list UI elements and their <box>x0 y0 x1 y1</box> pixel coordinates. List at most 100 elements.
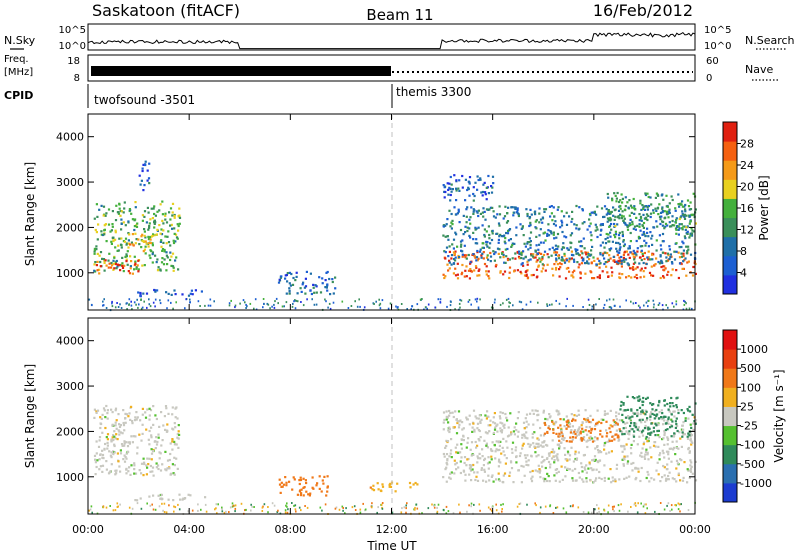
scatter-cell-7 <box>660 248 663 251</box>
scatter-cell-4 <box>523 474 526 477</box>
scatter-cell-2 <box>318 487 321 490</box>
x-ticks: 00:00 04:00 08:00 12:00 16:00 20:00 00:00 <box>72 114 711 536</box>
scatter-cell-1 <box>125 260 128 263</box>
scatter-cell-4 <box>557 410 560 413</box>
scatter-cell-6 <box>558 262 562 265</box>
scatter-cell-2 <box>296 493 299 496</box>
scatter-cell-2 <box>280 485 283 488</box>
scatter-cell-9 <box>450 183 453 186</box>
scatter-cell-4 <box>577 451 580 454</box>
scatter-cell-7 <box>461 250 464 253</box>
scatter-cell-0 <box>130 464 133 467</box>
scatter-cell-7 <box>529 240 532 243</box>
scatter-cell-7 <box>469 222 472 225</box>
scatter-cell-7 <box>604 238 607 241</box>
scatter-cell-8 <box>674 221 677 224</box>
scatter-cell-2 <box>303 486 306 489</box>
scatter-noise-cell <box>671 302 674 305</box>
scatter-noise-cell <box>487 506 490 509</box>
scatter-cell-6 <box>644 266 647 270</box>
scatter-cell-4 <box>666 468 669 471</box>
scatter-cell-7 <box>445 246 449 249</box>
scatter-cell-5 <box>641 403 644 407</box>
scatter-cell-0 <box>138 433 141 436</box>
scatter-cell-7 <box>592 256 595 259</box>
scatter-cell-1 <box>123 264 126 267</box>
scatter-cell-8 <box>610 218 613 221</box>
scatter-cell-0 <box>101 413 104 416</box>
scatter-cell-4 <box>464 473 467 476</box>
scatter-cell-6 <box>567 425 570 428</box>
scatter-cell-5 <box>334 287 337 290</box>
scatter-cell-4 <box>625 476 628 479</box>
scatter-cell-4 <box>501 422 504 425</box>
scatter-cell-5 <box>664 415 667 418</box>
scatter-cell-4 <box>602 418 605 421</box>
scatter-cell-0 <box>135 238 138 241</box>
scatter-cell-5 <box>626 395 629 398</box>
scatter-cell-2 <box>315 484 318 487</box>
scatter-cell-4 <box>527 464 530 467</box>
scatter-cell-7 <box>571 217 574 221</box>
scatter-cell-8 <box>613 192 616 195</box>
scatter-cell-4 <box>446 459 449 462</box>
scatter-noise-cell <box>426 307 428 310</box>
scatter-noise-cell <box>178 508 181 511</box>
scatter-cell-0 <box>157 464 160 467</box>
scatter-cell-7 <box>507 206 510 209</box>
scatter-cell-6 <box>612 259 615 262</box>
velocity-colorbar-label: Velocity [m s⁻¹] <box>772 369 786 462</box>
scatter-cell-6 <box>494 265 497 268</box>
scatter-cell-3 <box>396 482 399 485</box>
scatter-cell-0 <box>161 463 164 466</box>
scatter-cell-4 <box>515 455 518 458</box>
scatter-noise-cell <box>197 300 200 303</box>
scatter-noise-cell <box>452 512 455 515</box>
scatter-cell-8 <box>607 219 611 222</box>
scatter-cell-8 <box>668 202 671 205</box>
scatter-cell-4 <box>491 474 494 477</box>
scatter-cell-0 <box>158 224 161 227</box>
scatter-cell-8 <box>665 210 669 213</box>
scatter-cell-0 <box>101 470 104 473</box>
scatter-noise-cell <box>552 512 555 514</box>
scatter-cell-0 <box>123 207 126 210</box>
scatter-cell-7 <box>642 206 645 209</box>
scatter-cell-7 <box>458 256 461 259</box>
scatter-cell-1 <box>178 493 181 496</box>
scatter-cell-7 <box>476 249 479 253</box>
scatter-noise-cell <box>311 298 313 301</box>
scatter-cell-0 <box>171 252 175 255</box>
scatter-cell-4 <box>479 420 482 423</box>
scatter-cell-0 <box>102 205 106 208</box>
scatter-cell-8 <box>665 194 668 197</box>
scatter-cell-7 <box>612 206 615 209</box>
scatter-cell-4 <box>631 469 634 472</box>
scatter-cell-4 <box>649 446 652 449</box>
scatter-cell-6 <box>497 252 500 255</box>
scatter-cell-4 <box>486 462 490 465</box>
scatter-cell-4 <box>461 428 464 431</box>
scatter-cell-9 <box>447 188 450 191</box>
scatter-cell-7 <box>594 229 597 232</box>
scatter-cell-7 <box>629 231 632 235</box>
scatter-cell-9 <box>491 186 494 189</box>
scatter-cell-8 <box>656 225 659 228</box>
scatter-cell-8 <box>686 199 690 202</box>
scatter-cell-7 <box>636 224 639 227</box>
scatter-cell-8 <box>618 200 621 204</box>
scatter-cell-5 <box>689 410 692 413</box>
scatter-noise-cell <box>447 510 450 513</box>
scatter-cell-4 <box>671 440 674 443</box>
scatter-cell-7 <box>497 241 500 244</box>
scatter-cell-8 <box>633 205 636 208</box>
scatter-cell-3 <box>376 482 379 485</box>
scatter-cell-4 <box>691 441 694 444</box>
scatter-cell-4 <box>456 421 459 425</box>
scatter-cell-4 <box>618 478 621 481</box>
scatter-cell-2 <box>129 243 132 246</box>
scatter-cell-4 <box>473 430 476 433</box>
scatter-noise-cell <box>630 506 632 508</box>
scatter-cell-8 <box>614 208 617 211</box>
scatter-noise-cell <box>269 307 271 310</box>
